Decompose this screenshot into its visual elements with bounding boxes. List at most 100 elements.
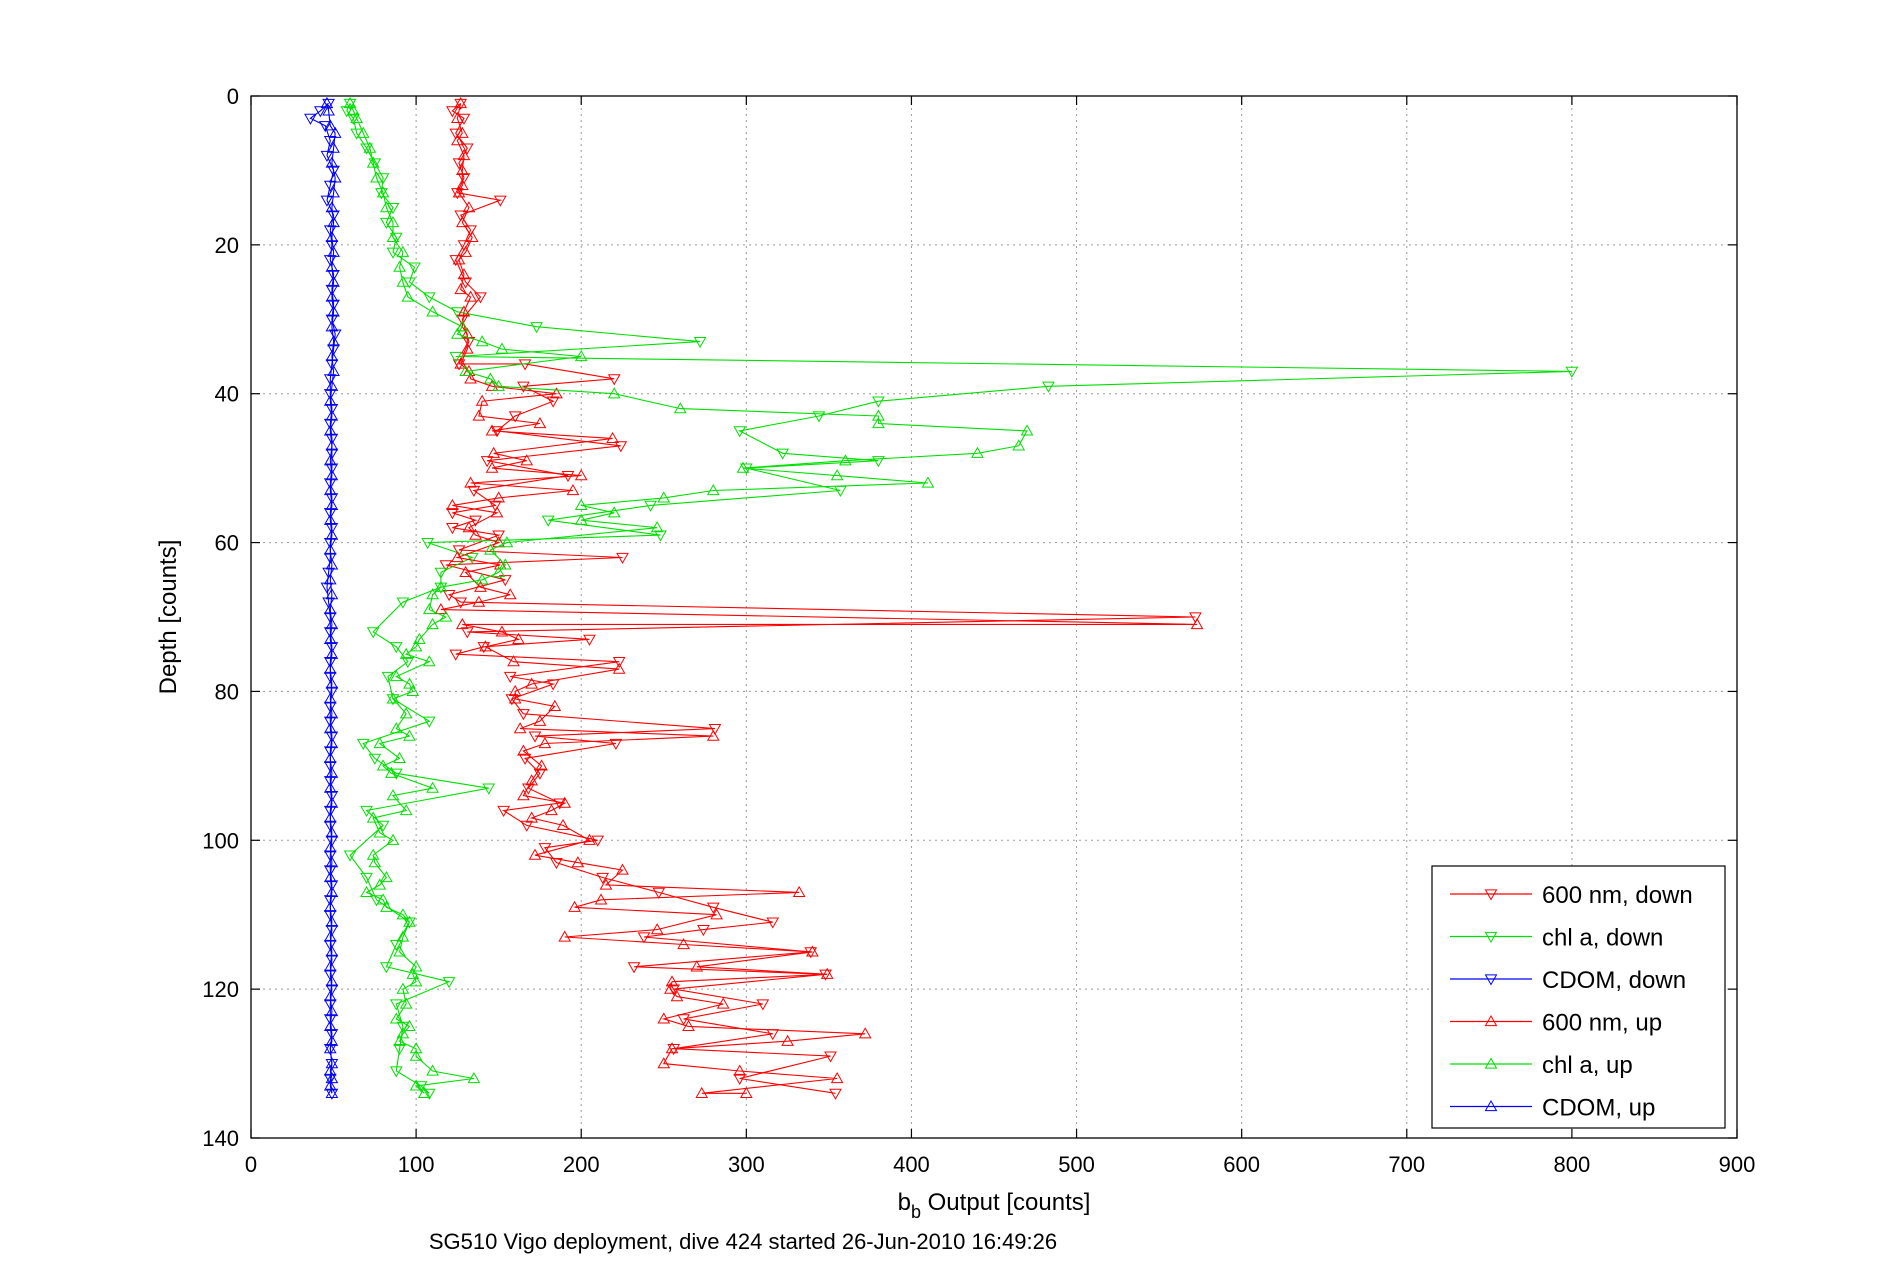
data-point-cdom-up [325,528,339,540]
data-point-600-nm-up [472,409,486,421]
x-tick-label: 300 [728,1152,765,1177]
data-point-chl-a-up [484,372,497,384]
data-point-chl-a-down [393,1044,406,1056]
data-point-600-nm-down [492,530,506,542]
data-point-chl-a-down [421,537,435,550]
data-point-chl-a-up [434,580,448,592]
data-point-600-nm-down [489,500,502,512]
legend-label: 600 nm, up [1542,1010,1662,1037]
data-point-cdom-down [325,642,339,654]
data-point-600-nm-up [558,796,572,808]
data-point-cdom-up [325,856,339,868]
data-point-cdom-down [323,508,337,520]
data-point-600-nm-down [449,255,463,267]
data-point-600-nm-down [497,805,510,818]
data-point-chl-a-down [343,98,357,110]
data-point-cdom-up [327,186,340,198]
data-point-600-nm-down [442,590,456,602]
data-point-600-nm-up [451,111,464,123]
data-point-chl-a-up [455,320,469,332]
data-point-chl-a-down [356,738,370,751]
data-point-cdom-up [325,349,339,362]
data-point-600-nm-down [446,508,459,520]
data-point-cdom-up [323,483,337,496]
data-point-cdom-up [325,737,339,749]
data-point-chl-a-up [376,893,390,905]
data-point-chl-a-down [434,582,448,594]
data-point-chl-a-up [406,684,420,697]
data-point-chl-a-up [409,1079,423,1091]
chart-caption: SG510 Vigo deployment, dive 424 started … [429,1229,1057,1254]
data-point-chl-a-up [422,655,436,667]
data-point-chl-a-up [386,230,400,243]
legend-item-cdom-down: CDOM, down [1450,967,1686,994]
data-point-chl-a-up [403,729,416,741]
data-point-chl-a-up [401,290,415,302]
data-point-chl-a-up [360,885,373,898]
data-point-cdom-down [327,165,340,177]
data-point-cdom-down [325,403,339,416]
data-point-chl-a-down [465,552,479,564]
data-point-cdom-down [323,716,337,728]
data-point-600-nm-down [538,843,552,855]
data-point-cdom-up [325,1004,339,1017]
legend-swatch-marker [1484,889,1498,901]
data-point-chl-a-down [380,962,393,974]
data-point-cdom-down [325,433,339,445]
data-point-600-nm-down [460,143,474,155]
data-point-cdom-down [325,791,339,803]
data-point-600-nm-up [781,1034,794,1046]
data-point-chl-a-down [449,351,463,364]
data-point-600-nm-up [535,759,548,771]
data-point-chl-a-up [389,722,403,734]
x-axis-label-main: b [898,1189,911,1216]
data-point-chl-a-down [422,292,436,304]
data-point-600-nm-up [612,662,626,674]
data-point-chl-a-up [347,104,360,116]
data-point-600-nm-up [455,163,469,176]
data-point-600-nm-up [454,357,468,369]
data-point-600-nm-up [558,930,572,942]
data-point-cdom-up [327,245,340,257]
data-point-chl-a-up [366,811,380,823]
data-point-600-nm-up [485,461,499,473]
data-point-600-nm-up [533,714,547,726]
data-point-600-nm-up [657,1012,671,1024]
data-point-600-nm-up [599,878,613,890]
data-point-chl-a-up [500,536,514,548]
data-point-600-nm-down [733,1073,747,1085]
data-point-cdom-up [325,1086,339,1098]
data-point-chl-a-up [484,543,497,555]
data-point-chl-a-up [363,141,377,153]
data-point-cdom-up [323,662,337,674]
data-point-600-nm-up [528,848,542,860]
data-point-600-nm-up [508,692,522,704]
data-point-chl-a-up [409,960,423,972]
data-point-600-nm-down [455,314,469,326]
data-point-chl-a-down [389,999,403,1011]
data-point-chl-a-up [492,565,506,577]
y-tick-label: 100 [202,828,239,853]
data-point-600-nm-down [614,441,628,453]
data-point-cdom-up [327,141,340,153]
data-point-cdom-up [325,1057,339,1069]
data-point-chl-a-up [350,111,364,123]
data-point-chl-a-up [399,647,413,659]
data-point-chl-a-down [1565,366,1579,378]
data-point-chl-a-up [376,186,390,198]
x-axis-label-subscript: b [911,1202,921,1222]
data-point-cdom-down [322,98,335,110]
data-point-chl-a-up [451,327,464,339]
data-point-600-nm-up [525,677,539,689]
data-point-cdom-up [323,454,337,466]
data-point-600-nm-up [492,491,506,503]
data-point-chl-a-up [413,632,426,644]
data-point-600-nm-up [517,744,530,756]
data-point-cdom-up [325,469,339,481]
data-point-600-nm-up [739,1086,753,1098]
data-point-600-nm-down [756,999,770,1011]
data-point-cdom-up [325,707,339,719]
data-point-600-nm-up [517,789,530,801]
data-point-cdom-up [325,885,339,898]
data-point-chl-a-up [393,945,406,957]
